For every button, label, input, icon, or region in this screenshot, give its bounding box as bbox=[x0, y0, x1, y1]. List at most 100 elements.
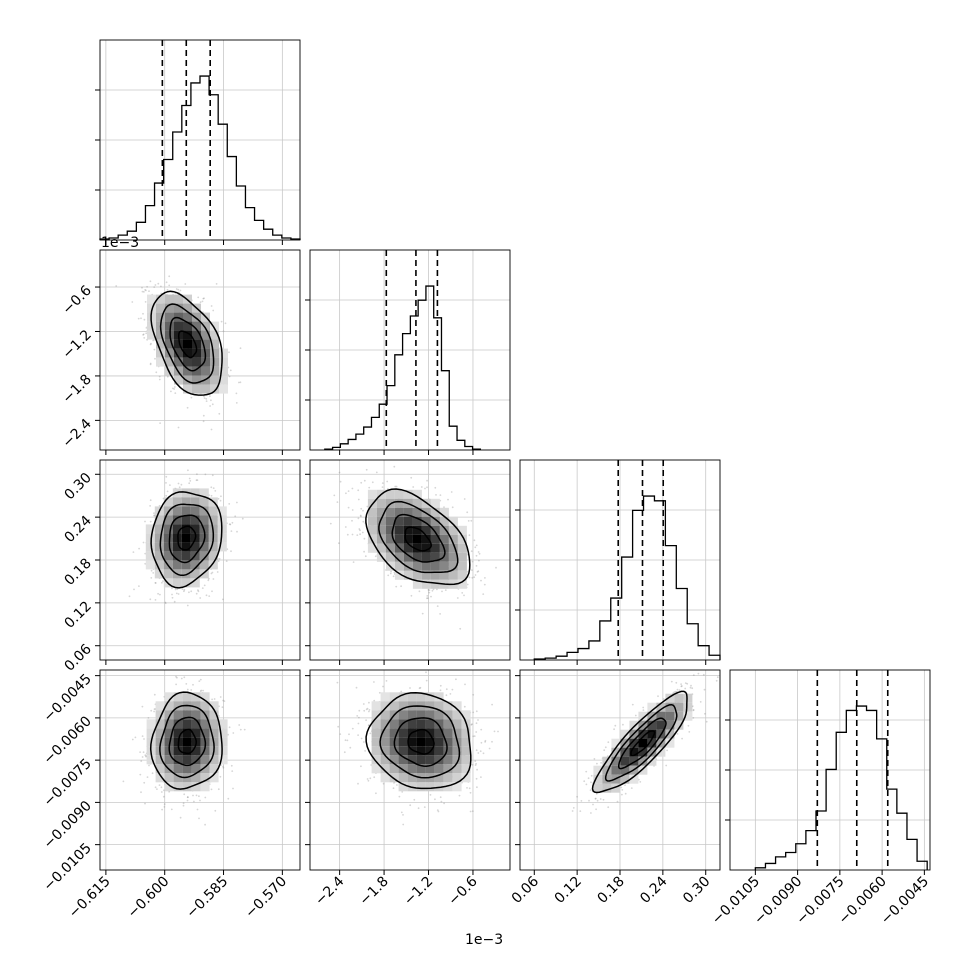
sample-point bbox=[426, 486, 428, 488]
density-cell bbox=[368, 490, 377, 499]
sample-point bbox=[360, 482, 362, 484]
sample-point bbox=[232, 788, 234, 790]
sample-point bbox=[419, 590, 421, 592]
sample-point bbox=[180, 817, 182, 819]
sample-point bbox=[154, 358, 156, 360]
sample-point bbox=[150, 499, 152, 501]
sample-point bbox=[187, 605, 189, 607]
density-cell bbox=[368, 517, 377, 526]
sample-point bbox=[225, 322, 227, 324]
density-cell bbox=[458, 553, 467, 562]
sample-point bbox=[175, 684, 177, 686]
sample-point bbox=[470, 792, 472, 794]
sample-point bbox=[168, 285, 170, 287]
sample-point bbox=[365, 555, 367, 557]
density-cell bbox=[209, 506, 218, 515]
sample-point bbox=[474, 546, 476, 548]
sample-point bbox=[210, 399, 212, 401]
sample-point bbox=[231, 530, 233, 532]
sample-point bbox=[348, 490, 350, 492]
sample-point bbox=[364, 480, 366, 482]
sample-point bbox=[183, 802, 185, 804]
sample-point bbox=[153, 711, 155, 713]
sample-point bbox=[211, 699, 213, 701]
sample-point bbox=[150, 577, 152, 579]
sample-point bbox=[149, 505, 151, 507]
sample-point bbox=[159, 379, 161, 381]
sample-point bbox=[472, 810, 474, 812]
density-cell bbox=[174, 782, 183, 791]
density-cell bbox=[183, 755, 192, 764]
sample-point bbox=[362, 532, 364, 534]
density-cell bbox=[173, 578, 182, 587]
sample-point bbox=[424, 488, 426, 490]
sample-point bbox=[150, 344, 152, 346]
sample-point bbox=[142, 313, 144, 315]
sample-point bbox=[344, 751, 346, 753]
sample-point bbox=[157, 593, 159, 595]
sample-point bbox=[467, 584, 469, 586]
sample-point bbox=[430, 596, 432, 598]
density-cell bbox=[395, 526, 404, 535]
sample-point bbox=[476, 710, 478, 712]
sample-point bbox=[144, 521, 146, 523]
sample-point bbox=[161, 786, 163, 788]
density-cell bbox=[165, 755, 174, 764]
density-cell bbox=[219, 349, 228, 358]
sample-point bbox=[220, 495, 222, 497]
sample-point bbox=[427, 597, 429, 599]
density-cell bbox=[440, 562, 449, 571]
sample-point bbox=[132, 739, 134, 741]
sample-point bbox=[352, 509, 354, 511]
density-cell bbox=[192, 358, 201, 367]
sample-point bbox=[363, 551, 365, 553]
sample-point bbox=[468, 520, 470, 522]
sample-point bbox=[181, 484, 183, 486]
sample-point bbox=[240, 347, 242, 349]
sample-point bbox=[171, 594, 173, 596]
sample-point bbox=[476, 722, 478, 724]
sample-point bbox=[238, 382, 240, 384]
sample-point bbox=[152, 772, 154, 774]
sample-point bbox=[123, 781, 125, 783]
sample-point bbox=[177, 289, 179, 291]
sample-point bbox=[410, 477, 412, 479]
sample-point bbox=[231, 770, 233, 772]
sample-point bbox=[474, 539, 476, 541]
density-cell bbox=[431, 544, 440, 553]
sample-point bbox=[482, 593, 484, 595]
sample-point bbox=[426, 480, 428, 482]
sample-point bbox=[152, 572, 154, 574]
sample-point bbox=[142, 735, 144, 737]
sample-point bbox=[478, 551, 480, 553]
sample-point bbox=[154, 694, 156, 696]
sample-point bbox=[471, 577, 473, 579]
sample-point bbox=[167, 376, 169, 378]
sample-point bbox=[133, 551, 135, 553]
sample-point bbox=[469, 577, 471, 579]
sample-point bbox=[167, 491, 169, 493]
sample-point bbox=[348, 507, 350, 509]
density-cell bbox=[155, 542, 164, 551]
sample-point bbox=[222, 706, 224, 708]
sample-point bbox=[445, 589, 447, 591]
sample-point bbox=[338, 542, 340, 544]
sample-point bbox=[192, 795, 194, 797]
sample-point bbox=[220, 776, 222, 778]
sample-point bbox=[360, 508, 362, 510]
density-cell bbox=[219, 358, 228, 367]
density-cell bbox=[192, 385, 201, 394]
sample-point bbox=[464, 498, 466, 500]
sample-point bbox=[169, 484, 171, 486]
sample-point bbox=[140, 760, 142, 762]
density-panel-2-0 bbox=[100, 460, 300, 660]
sample-point bbox=[484, 584, 486, 586]
sample-point bbox=[199, 597, 201, 599]
sample-point bbox=[359, 533, 361, 535]
sample-point bbox=[204, 824, 206, 826]
sample-point bbox=[145, 332, 147, 334]
sample-point bbox=[472, 561, 474, 563]
sample-point bbox=[153, 512, 155, 514]
sample-point bbox=[394, 486, 396, 488]
sample-point bbox=[193, 801, 195, 803]
